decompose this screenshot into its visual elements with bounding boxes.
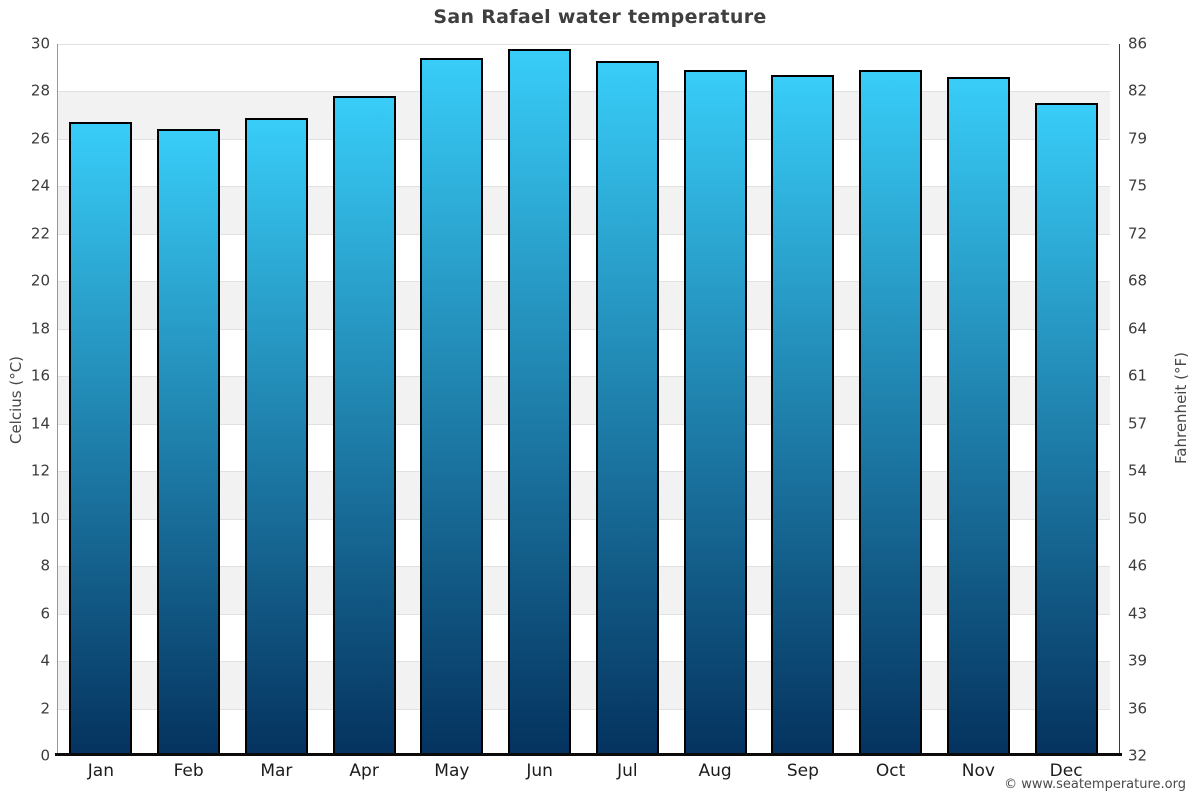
y-tick-fahrenheit: 32 [1128, 746, 1148, 765]
y-tick-fahrenheit: 64 [1128, 319, 1148, 338]
y-tick-celsius: 0 [40, 746, 50, 765]
x-tick-aug: Aug [698, 761, 732, 781]
gridline [57, 281, 1110, 283]
x-tick-may: May [434, 761, 470, 781]
y-tick-celsius: 30 [30, 34, 50, 53]
plot-band [57, 233, 1110, 282]
x-tick-jun: Jun [526, 761, 553, 781]
gridline [57, 471, 1110, 473]
y-tick-celsius: 28 [30, 81, 50, 100]
y-tick-fahrenheit: 54 [1128, 461, 1148, 480]
y-tick-fahrenheit: 46 [1128, 556, 1148, 575]
plot-band [57, 471, 1110, 519]
gridline [57, 186, 1110, 188]
y-tick-fahrenheit: 61 [1128, 366, 1148, 385]
gridline [57, 518, 1110, 520]
copyright-note: © www.seatemperature.org [1004, 777, 1186, 792]
y-tick-fahrenheit: 57 [1128, 414, 1148, 433]
y-tick-celsius: 16 [30, 366, 50, 385]
plot-band [57, 423, 1110, 472]
bar-apr[interactable] [332, 96, 396, 756]
y-tick-celsius: 8 [40, 556, 50, 575]
y-tick-celsius: 26 [30, 129, 50, 148]
plot-area [57, 44, 1110, 756]
bar-jan[interactable] [69, 122, 133, 756]
gridline [57, 91, 1110, 93]
gridline [57, 613, 1110, 615]
plot-band [57, 613, 1110, 662]
plot-band [57, 518, 1110, 567]
gridline [57, 138, 1110, 140]
plot-band [57, 186, 1110, 234]
y-tick-celsius: 14 [30, 414, 50, 433]
y-tick-celsius: 4 [40, 651, 50, 670]
y-tick-celsius: 24 [30, 176, 50, 195]
y-tick-celsius: 20 [30, 271, 50, 290]
plot-band [57, 138, 1110, 187]
bar-sep[interactable] [771, 74, 835, 756]
chart-title: San Rafael water temperature [433, 6, 767, 28]
bar-may[interactable] [420, 58, 484, 756]
x-tick-oct: Oct [875, 761, 906, 781]
y-tick-celsius: 22 [30, 224, 50, 243]
y-tick-fahrenheit: 75 [1128, 176, 1148, 195]
gridline [57, 708, 1110, 710]
plot-band [57, 44, 1110, 92]
plot-band [57, 708, 1110, 756]
y-tick-celsius: 2 [40, 699, 50, 718]
y-axis-line-right [1119, 44, 1120, 756]
x-tick-jan: Jan [87, 761, 114, 781]
x-tick-dec: Dec [1049, 761, 1083, 781]
y-tick-fahrenheit: 72 [1128, 224, 1148, 243]
y-tick-fahrenheit: 86 [1128, 34, 1148, 53]
plot-band [57, 91, 1110, 139]
x-axis-line [55, 753, 1122, 756]
plot-band [57, 566, 1110, 614]
x-tick-apr: Apr [349, 761, 379, 781]
bar-dec[interactable] [1034, 103, 1098, 756]
plot-band [57, 328, 1110, 377]
gridline [57, 566, 1110, 568]
plot-band [57, 376, 1110, 424]
bar-aug[interactable] [683, 70, 747, 756]
x-tick-nov: Nov [961, 761, 995, 781]
plot-band [57, 281, 1110, 329]
bar-mar[interactable] [244, 117, 308, 756]
y-tick-fahrenheit: 68 [1128, 271, 1148, 290]
bar-feb[interactable] [157, 129, 221, 756]
bar-jun[interactable] [508, 48, 572, 756]
bar-nov[interactable] [946, 77, 1010, 756]
plot-band [57, 661, 1110, 709]
x-tick-feb: Feb [173, 761, 204, 781]
bar-jul[interactable] [595, 60, 659, 756]
gridline [57, 44, 1110, 45]
x-tick-sep: Sep [786, 761, 819, 781]
gridline [57, 376, 1110, 378]
y-tick-celsius: 12 [30, 461, 50, 480]
x-tick-mar: Mar [260, 761, 293, 781]
gridline [57, 328, 1110, 330]
gridline [57, 423, 1110, 425]
y-tick-fahrenheit: 82 [1128, 81, 1148, 100]
y-tick-fahrenheit: 79 [1128, 129, 1148, 148]
y-tick-fahrenheit: 50 [1128, 509, 1148, 528]
y-axis-line-left [57, 44, 58, 756]
gridline [57, 233, 1110, 235]
bar-oct[interactable] [859, 70, 923, 756]
y-tick-fahrenheit: 39 [1128, 651, 1148, 670]
y-axis-title-fahrenheit: Fahrenheit (°F) [1172, 352, 1190, 464]
gridline [57, 661, 1110, 663]
y-tick-celsius: 6 [40, 604, 50, 623]
x-tick-jul: Jul [617, 761, 638, 781]
y-tick-fahrenheit: 36 [1128, 699, 1148, 718]
y-tick-celsius: 10 [30, 509, 50, 528]
y-tick-fahrenheit: 43 [1128, 604, 1148, 623]
y-tick-celsius: 18 [30, 319, 50, 338]
